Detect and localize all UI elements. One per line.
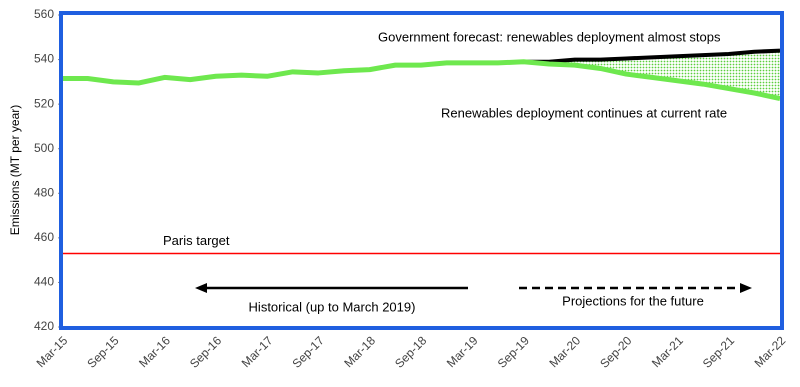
reference-label: Paris target (163, 233, 230, 248)
arrowhead (740, 283, 752, 293)
x-tick-label: Mar-21 (649, 333, 686, 370)
x-tick-label: Sep-16 (187, 333, 224, 370)
y-axis-label: Emissions (MT per year) (8, 105, 22, 235)
x-tick-label: Sep-15 (84, 333, 121, 370)
x-tick-label: Sep-18 (392, 333, 429, 370)
plot-frame (59, 11, 784, 330)
x-tick-label: Mar-16 (136, 333, 173, 370)
forecast-gap (523, 50, 780, 99)
arrowhead (195, 283, 207, 293)
annotation: Historical (up to March 2019) (249, 299, 416, 314)
x-tick-label: Sep-21 (700, 333, 737, 370)
x-tick-label: Mar-19 (444, 333, 481, 370)
y-tick-label: 480 (34, 185, 54, 199)
series-line (523, 48, 781, 64)
annotation: Renewables deployment continues at curre… (441, 105, 727, 120)
x-tick-label: Mar-18 (341, 333, 378, 370)
annotation: Government forecast: renewables deployme… (378, 29, 721, 44)
y-tick-label: 460 (34, 230, 54, 244)
x-tick-label: Mar-15 (34, 333, 71, 370)
x-tick-label: Mar-20 (546, 333, 583, 370)
y-tick-label: 420 (34, 319, 54, 333)
y-tick-label: 500 (34, 141, 54, 155)
x-tick-label: Sep-20 (597, 333, 634, 370)
x-tick-label: Sep-19 (495, 333, 532, 370)
series-line (62, 59, 781, 102)
x-tick-label: Sep-17 (290, 333, 327, 370)
y-tick-label: 540 (34, 52, 54, 66)
y-tick-label: 440 (34, 275, 54, 289)
y-tick-label: 520 (34, 96, 54, 110)
annotation: Projections for the future (562, 293, 704, 308)
x-tick-label: Mar-22 (752, 333, 789, 370)
y-tick-label: 560 (34, 7, 54, 21)
x-tick-label: Mar-17 (239, 333, 276, 370)
